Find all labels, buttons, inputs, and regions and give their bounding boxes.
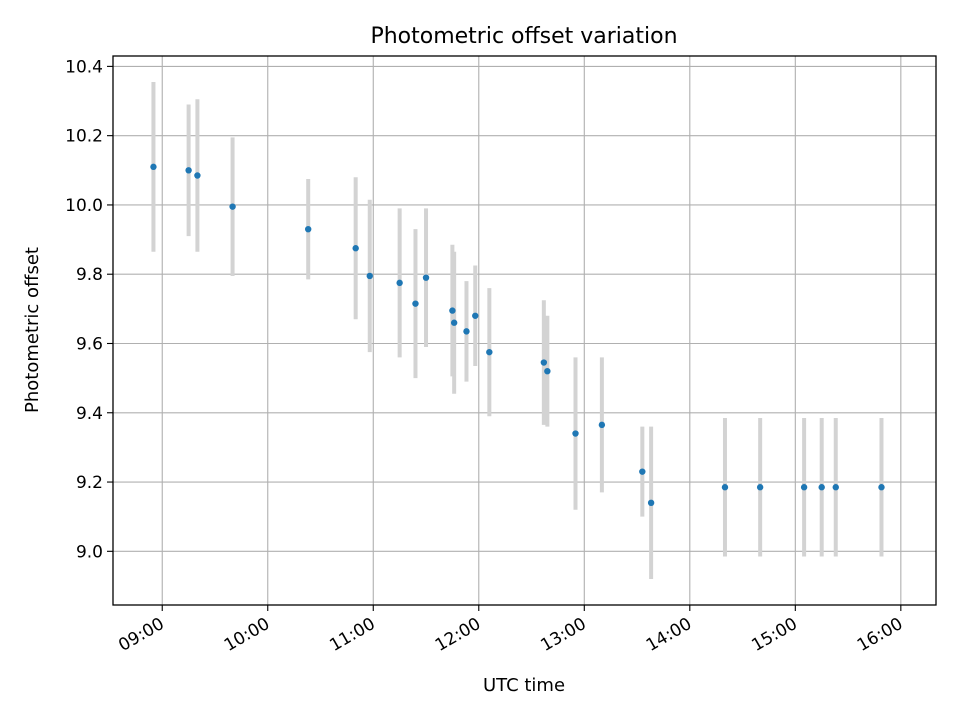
data-points [150,163,885,507]
y-axis-label: Photometric offset [22,247,43,413]
y-tick-label: 9.8 [76,265,103,285]
y-tick-label: 9.2 [76,473,103,493]
data-point [450,319,458,326]
y-tick-label: 10.0 [65,196,103,216]
data-point [366,272,373,280]
chart-title: Photometric offset variation [370,24,677,49]
data-point [304,225,312,233]
data-point [449,307,456,314]
data-point [229,203,236,210]
data-point [150,163,157,171]
grid-lines [113,56,936,605]
y-axis-ticks: 9.0 9.2 9.4 9.6 9.8 10.0 10.2 10.4 [65,57,113,562]
data-point [463,328,470,335]
data-point [818,484,825,491]
y-tick-label: 9.6 [76,334,103,354]
y-tick-label: 10.4 [65,57,103,77]
data-point [721,484,729,491]
data-point [832,484,839,491]
data-point [422,274,430,281]
data-point [544,367,551,375]
data-point [800,484,808,491]
plot-frame [112,55,937,606]
data-point [396,279,403,287]
data-point [194,172,201,179]
y-tick-label: 10.2 [65,127,103,147]
data-point [185,167,192,174]
data-point [472,312,479,319]
data-point [639,468,646,475]
data-point [352,245,359,252]
data-point [878,484,885,491]
data-point [598,421,606,429]
y-tick-label: 9.4 [76,404,103,424]
data-point [540,359,548,366]
data-point [647,499,655,507]
data-point [572,430,579,437]
data-point [756,484,764,491]
y-tick-label: 9.0 [76,542,103,562]
data-point [486,348,493,356]
data-point [412,300,419,307]
x-axis-label: UTC time [483,675,565,696]
